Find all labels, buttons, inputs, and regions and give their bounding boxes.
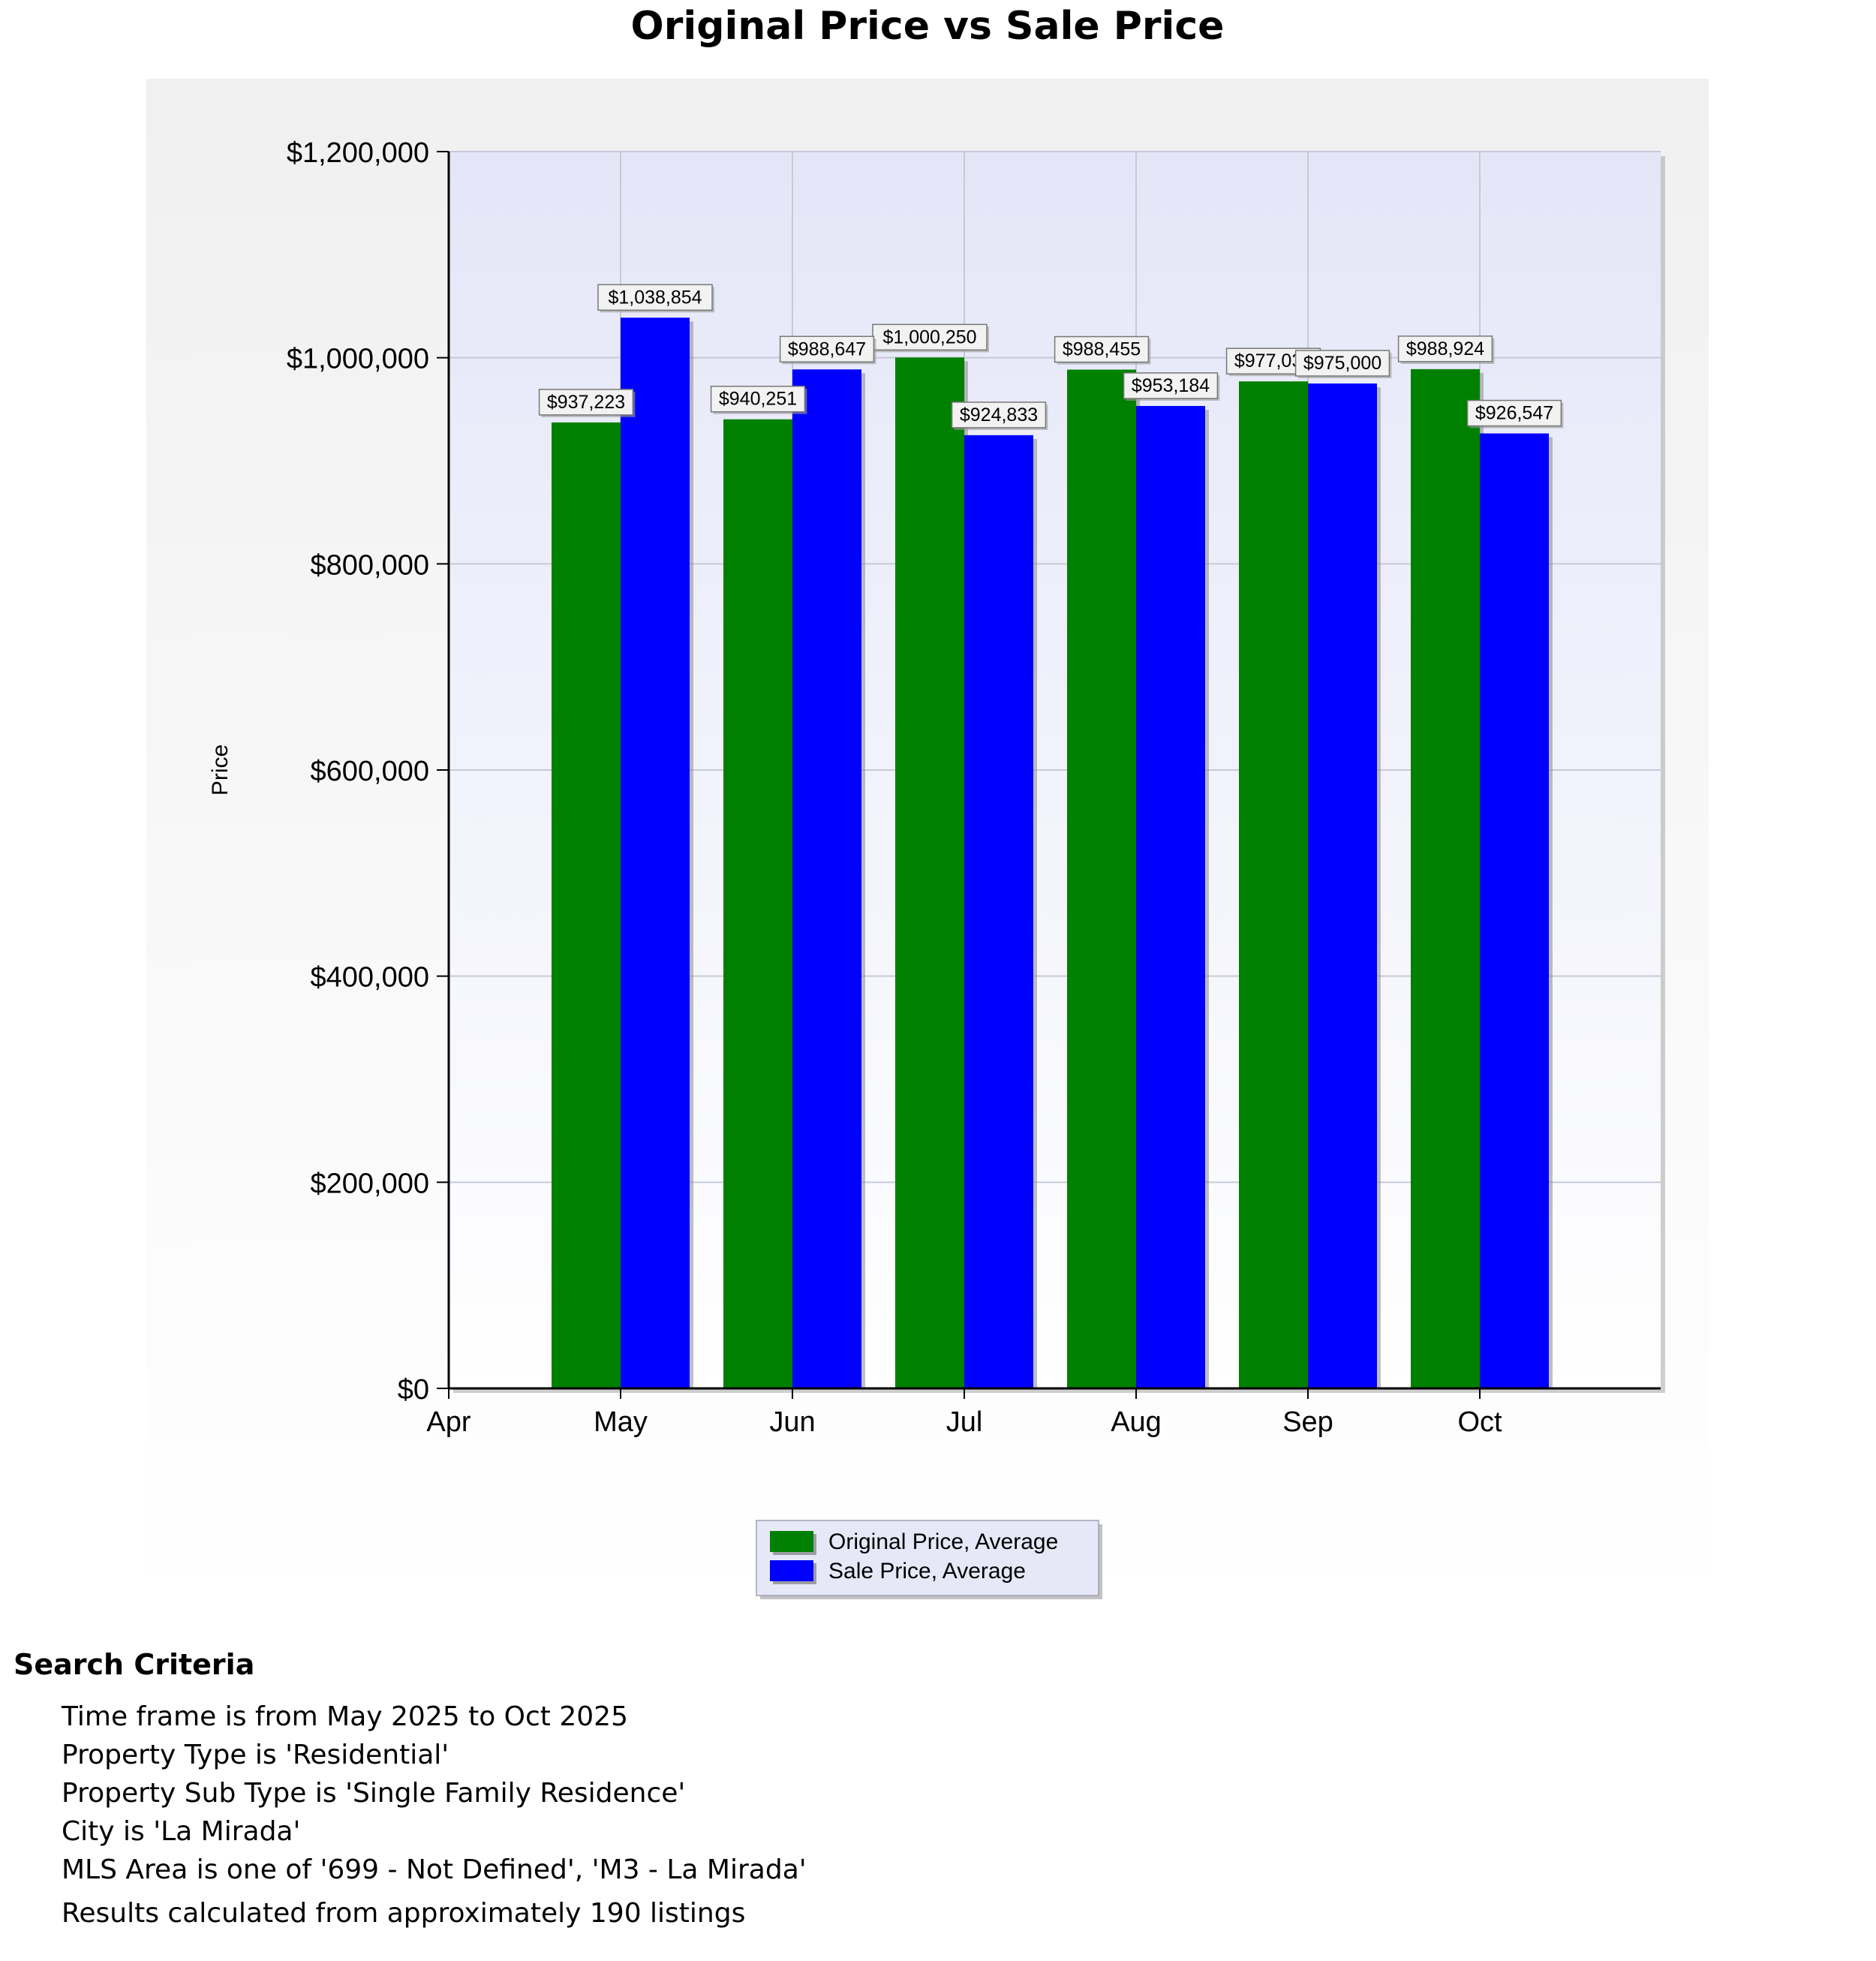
results-count: Results calculated from approximately 19… bbox=[62, 1898, 746, 1929]
legend-label: Sale Price, Average bbox=[828, 1559, 1026, 1584]
data-label-box bbox=[1054, 335, 1150, 363]
original-price-bar bbox=[1067, 369, 1136, 1389]
data-label-box bbox=[1294, 350, 1390, 377]
legend-swatch bbox=[770, 1560, 813, 1581]
data-labels: $937,223 $940,251$1,000,250$988,455$977,0… bbox=[538, 284, 1564, 430]
y-tick-label: $0 bbox=[398, 1374, 429, 1406]
x-tick-label: Aug bbox=[1111, 1406, 1162, 1438]
x-tick-label: Oct bbox=[1457, 1406, 1502, 1438]
data-label: $988,455 bbox=[1063, 339, 1141, 360]
search-criteria: Search Criteria Time frame is from May 2… bbox=[14, 1648, 1814, 1929]
sale-price-bar bbox=[1136, 405, 1205, 1388]
original-price-bar bbox=[1411, 368, 1480, 1389]
criteria-item: MLS Area is one of '699 - Not Defined', … bbox=[62, 1854, 807, 1885]
data-label: $940,251 bbox=[719, 389, 797, 410]
legend-swatch bbox=[770, 1531, 813, 1552]
y-tick-label: $200,000 bbox=[311, 1168, 430, 1199]
price-chart: Original Price vs Sale Price $0$200,000$… bbox=[146, 4, 1709, 1606]
y-tick-label: $1,200,000 bbox=[287, 137, 429, 169]
data-label: $924,833 bbox=[960, 405, 1038, 426]
data-label-box bbox=[538, 389, 634, 416]
x-tick-label: Jun bbox=[769, 1406, 815, 1438]
criteria-item: Property Sub Type is 'Single Family Resi… bbox=[62, 1778, 686, 1809]
criteria-item: Time frame is from May 2025 to Oct 2025 bbox=[62, 1701, 628, 1732]
sale-price-bar bbox=[621, 317, 690, 1389]
y-tick-label: $1,000,000 bbox=[287, 344, 429, 375]
original-price-bar bbox=[552, 422, 621, 1389]
data-label-box bbox=[597, 284, 713, 311]
bars bbox=[552, 317, 1553, 1389]
data-label: $988,647 bbox=[788, 338, 866, 359]
data-label-box bbox=[779, 335, 875, 363]
sale-price-bar bbox=[792, 369, 861, 1389]
x-tick-label: Jul bbox=[946, 1406, 983, 1438]
x-tick-label: Sep bbox=[1282, 1406, 1333, 1438]
x-tick-label: May bbox=[594, 1406, 648, 1438]
data-label: $926,547 bbox=[1475, 403, 1553, 424]
data-label: $975,000 bbox=[1303, 353, 1381, 374]
original-price-bar bbox=[895, 357, 964, 1388]
data-label: $988,924 bbox=[1406, 338, 1484, 359]
criteria-list: Time frame is from May 2025 to Oct 2025 … bbox=[14, 1698, 1814, 1889]
axes: $0 $200,000 $400,000 $600,000 $800,000 $1,000… bbox=[287, 137, 1661, 1438]
criteria-item: City is 'La Mirada' bbox=[62, 1816, 301, 1847]
original-price-bar bbox=[1239, 381, 1308, 1388]
data-label: $1,000,250 bbox=[882, 326, 976, 347]
data-label: $937,223 bbox=[547, 392, 625, 413]
original-price-bar bbox=[723, 419, 792, 1389]
sale-price-bar bbox=[964, 435, 1033, 1388]
legend: Original Price, Average Sale Price, Avera… bbox=[756, 1520, 1102, 1599]
y-axis-label: Price bbox=[208, 744, 233, 796]
x-tick-label: Apr bbox=[426, 1406, 471, 1438]
chart-title: Original Price vs Sale Price bbox=[631, 4, 1225, 49]
data-label-box bbox=[710, 385, 806, 413]
criteria-item: Property Type is 'Residential' bbox=[62, 1740, 449, 1770]
sale-price-bar bbox=[1308, 383, 1377, 1388]
data-label: $953,184 bbox=[1132, 375, 1210, 396]
data-label-box bbox=[951, 402, 1047, 429]
data-label-box bbox=[1123, 372, 1219, 399]
sale-price-bar bbox=[1480, 433, 1549, 1388]
data-label-box bbox=[1397, 335, 1493, 362]
data-label: $1,038,854 bbox=[608, 287, 702, 308]
data-label-box bbox=[1466, 399, 1562, 427]
y-tick-label: $800,000 bbox=[311, 549, 430, 581]
search-criteria-title: Search Criteria bbox=[14, 1648, 255, 1681]
y-tick-label: $600,000 bbox=[311, 756, 430, 787]
legend-label: Original Price, Average bbox=[828, 1529, 1058, 1554]
y-tick-label: $400,000 bbox=[311, 962, 430, 994]
